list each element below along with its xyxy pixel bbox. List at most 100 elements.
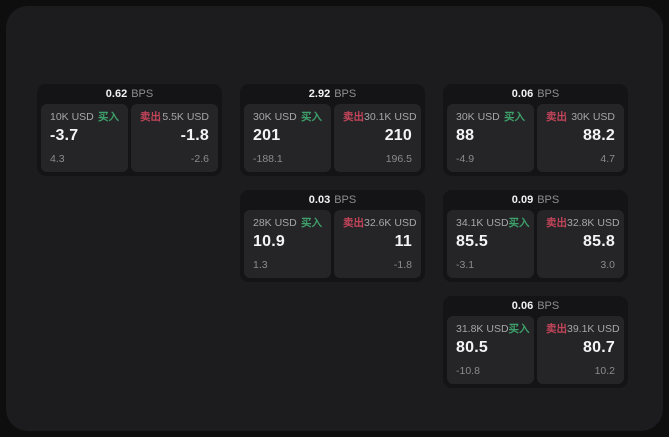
bps-value: 2.92: [308, 88, 331, 100]
quote-card: 0.06 BPS 31.8K USD 买入 80.5 -10.8 卖出 39.1…: [443, 296, 628, 388]
sell-price: -1.8: [180, 127, 209, 144]
quote-card: 0.06 BPS 30K USD 买入 88 -4.9 卖出 30K USD: [443, 84, 628, 176]
sell-price: 88.2: [583, 127, 615, 144]
sell-panel-top: 卖出 39.1K USD: [546, 323, 620, 336]
bps-value: 0.62: [105, 88, 128, 100]
sell-side-label: 卖出: [343, 111, 364, 123]
bps-unit-label: BPS: [334, 194, 357, 206]
buy-side-label: 买入: [98, 111, 119, 123]
bps-value: 0.09: [511, 194, 534, 206]
buy-panel-top: 10K USD 买入: [50, 111, 119, 124]
sell-panel-top: 卖出 30.1K USD: [343, 111, 417, 124]
sell-panel-top: 卖出 32.8K USD: [546, 217, 620, 230]
buy-amount: 28K USD: [253, 217, 297, 229]
buy-amount: 10K USD: [50, 111, 94, 123]
buy-amount: 34.1K USD: [456, 217, 509, 229]
buy-panel-top: 31.8K USD 买入: [456, 323, 530, 336]
sell-price: 80.7: [583, 339, 615, 356]
sell-price: 85.8: [583, 233, 615, 250]
quote-board: 0.62 BPS 10K USD 买入 -3.7 4.3 卖出 5.5K USD: [37, 84, 628, 388]
buy-price: 85.5: [456, 233, 488, 250]
buy-side-label: 买入: [508, 323, 530, 335]
quote-panels: 31.8K USD 买入 80.5 -10.8 卖出 39.1K USD 80.…: [447, 316, 624, 384]
buy-panel-top: 30K USD 买入: [253, 111, 322, 124]
sell-amount: 32.6K USD: [364, 217, 417, 229]
buy-price: 88: [456, 127, 475, 144]
sell-quote-panel[interactable]: 卖出 5.5K USD -1.8 -2.6: [131, 104, 218, 172]
buy-delta: 1.3: [253, 259, 268, 271]
sell-price: 11: [394, 233, 412, 250]
buy-delta: 4.3: [50, 153, 65, 165]
quote-panels: 30K USD 买入 201 -188.1 卖出 30.1K USD 210 1…: [244, 104, 421, 172]
buy-price: -3.7: [50, 127, 79, 144]
sell-side-label: 卖出: [546, 217, 567, 229]
sell-delta: -1.8: [393, 259, 412, 271]
bps-unit-label: BPS: [131, 88, 154, 100]
sell-amount: 30.1K USD: [364, 111, 417, 123]
bps-spread-header: 0.06 BPS: [447, 84, 624, 104]
quote-panels: 10K USD 买入 -3.7 4.3 卖出 5.5K USD -1.8 -2.…: [41, 104, 218, 172]
sell-price: 210: [384, 127, 412, 144]
bps-spread-header: 0.03 BPS: [244, 190, 421, 210]
sell-quote-panel[interactable]: 卖出 39.1K USD 80.7 10.2: [537, 316, 624, 384]
buy-price: 10.9: [253, 233, 285, 250]
bps-value: 0.06: [511, 88, 534, 100]
bps-value: 0.03: [308, 194, 331, 206]
quote-panels: 30K USD 买入 88 -4.9 卖出 30K USD 88.2 4.7: [447, 104, 624, 172]
quote-card: 2.92 BPS 30K USD 买入 201 -188.1 卖出 30.1K …: [240, 84, 425, 176]
sell-quote-panel[interactable]: 卖出 32.6K USD 11 -1.8: [334, 210, 421, 278]
quote-card: 0.03 BPS 28K USD 买入 10.9 1.3 卖出 32.6K US…: [240, 190, 425, 282]
buy-side-label: 买入: [301, 217, 322, 229]
sell-panel-top: 卖出 32.6K USD: [343, 217, 417, 230]
sell-delta: 10.2: [594, 365, 615, 377]
sell-quote-panel[interactable]: 卖出 32.8K USD 85.8 3.0: [537, 210, 624, 278]
buy-quote-panel[interactable]: 31.8K USD 买入 80.5 -10.8: [447, 316, 534, 384]
sell-delta: -2.6: [190, 153, 209, 165]
buy-amount: 31.8K USD: [456, 323, 509, 335]
sell-delta: 3.0: [600, 259, 615, 271]
buy-side-label: 买入: [504, 111, 525, 123]
bps-value: 0.06: [511, 300, 534, 312]
sell-amount: 32.8K USD: [567, 217, 620, 229]
bps-unit-label: BPS: [537, 88, 560, 100]
bps-unit-label: BPS: [537, 300, 560, 312]
buy-price: 80.5: [456, 339, 488, 356]
buy-quote-panel[interactable]: 30K USD 买入 201 -188.1: [244, 104, 331, 172]
buy-amount: 30K USD: [253, 111, 297, 123]
bps-unit-label: BPS: [537, 194, 560, 206]
sell-side-label: 卖出: [546, 111, 567, 123]
bps-unit-label: BPS: [334, 88, 357, 100]
buy-quote-panel[interactable]: 34.1K USD 买入 85.5 -3.1: [447, 210, 534, 278]
sell-panel-top: 卖出 30K USD: [546, 111, 615, 124]
sell-amount: 30K USD: [571, 111, 615, 123]
sell-side-label: 卖出: [343, 217, 364, 229]
buy-side-label: 买入: [301, 111, 322, 123]
sell-quote-panel[interactable]: 卖出 30.1K USD 210 196.5: [334, 104, 421, 172]
buy-quote-panel[interactable]: 30K USD 买入 88 -4.9: [447, 104, 534, 172]
buy-delta: -188.1: [253, 153, 283, 165]
bps-spread-header: 2.92 BPS: [244, 84, 421, 104]
quote-panels: 34.1K USD 买入 85.5 -3.1 卖出 32.8K USD 85.8…: [447, 210, 624, 278]
buy-panel-top: 28K USD 买入: [253, 217, 322, 230]
sell-amount: 39.1K USD: [567, 323, 620, 335]
app-surface: 0.62 BPS 10K USD 买入 -3.7 4.3 卖出 5.5K USD: [6, 6, 663, 431]
sell-side-label: 卖出: [140, 111, 161, 123]
sell-amount: 5.5K USD: [162, 111, 209, 123]
buy-quote-panel[interactable]: 10K USD 买入 -3.7 4.3: [41, 104, 128, 172]
bps-spread-header: 0.06 BPS: [447, 296, 624, 316]
buy-side-label: 买入: [508, 217, 530, 229]
sell-quote-panel[interactable]: 卖出 30K USD 88.2 4.7: [537, 104, 624, 172]
buy-price: 201: [253, 127, 281, 144]
bps-spread-header: 0.09 BPS: [447, 190, 624, 210]
bps-spread-header: 0.62 BPS: [41, 84, 218, 104]
buy-panel-top: 30K USD 买入: [456, 111, 525, 124]
quote-card: 0.62 BPS 10K USD 买入 -3.7 4.3 卖出 5.5K USD: [37, 84, 222, 176]
buy-amount: 30K USD: [456, 111, 500, 123]
buy-delta: -4.9: [456, 153, 475, 165]
quote-card: 0.09 BPS 34.1K USD 买入 85.5 -3.1 卖出 32.8K…: [443, 190, 628, 282]
sell-side-label: 卖出: [546, 323, 567, 335]
sell-delta: 4.7: [600, 153, 615, 165]
buy-delta: -3.1: [456, 259, 475, 271]
buy-quote-panel[interactable]: 28K USD 买入 10.9 1.3: [244, 210, 331, 278]
